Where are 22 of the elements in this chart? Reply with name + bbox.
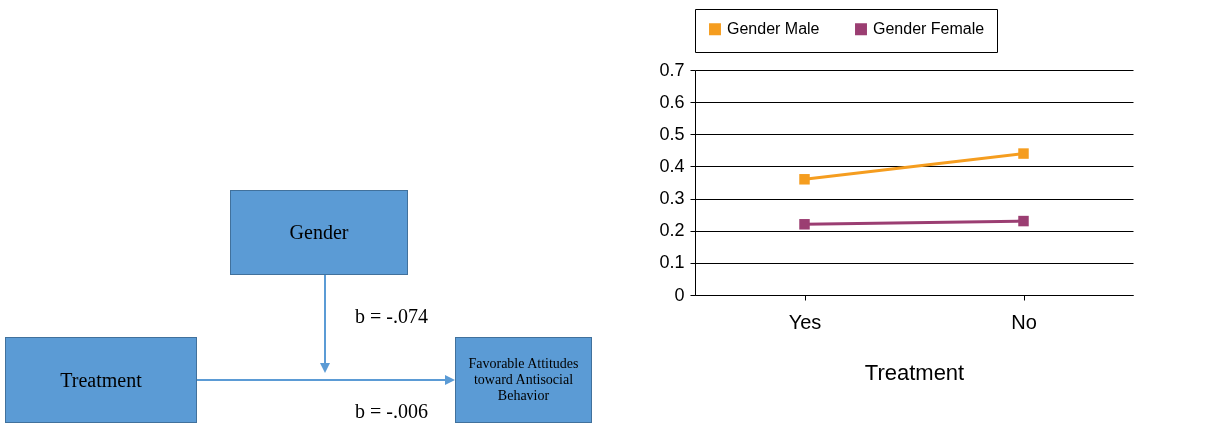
point xyxy=(799,174,810,185)
y-tick-label: 0.7 xyxy=(659,59,685,80)
x-tick-label: No xyxy=(1011,310,1037,333)
point xyxy=(1018,215,1029,227)
y-tick-label: 0.4 xyxy=(659,155,685,176)
y-tick-label: 0.1 xyxy=(659,252,685,273)
legend-label: Gender Male xyxy=(727,20,820,38)
text-box: Gender xyxy=(230,190,408,275)
point xyxy=(799,219,810,230)
point xyxy=(1018,148,1029,159)
y-tick-label: 0 xyxy=(674,284,685,305)
y-tick-label: 0.2 xyxy=(659,220,685,241)
x-tick-label: Yes xyxy=(788,310,822,333)
text: b = -.006 xyxy=(355,400,428,423)
text: b = -.074 xyxy=(355,305,428,328)
text-box: Treatment xyxy=(5,337,197,423)
text-box: Favorable Attitudes toward Antisocial Behavior xyxy=(455,337,592,423)
y-tick-label: 0.3 xyxy=(659,188,685,209)
x-axis-title: Treatment xyxy=(864,359,965,385)
y-tick-label: 0.6 xyxy=(659,91,685,112)
y-tick-label: 0.5 xyxy=(659,123,685,144)
legend-label: Gender Female xyxy=(873,20,985,38)
